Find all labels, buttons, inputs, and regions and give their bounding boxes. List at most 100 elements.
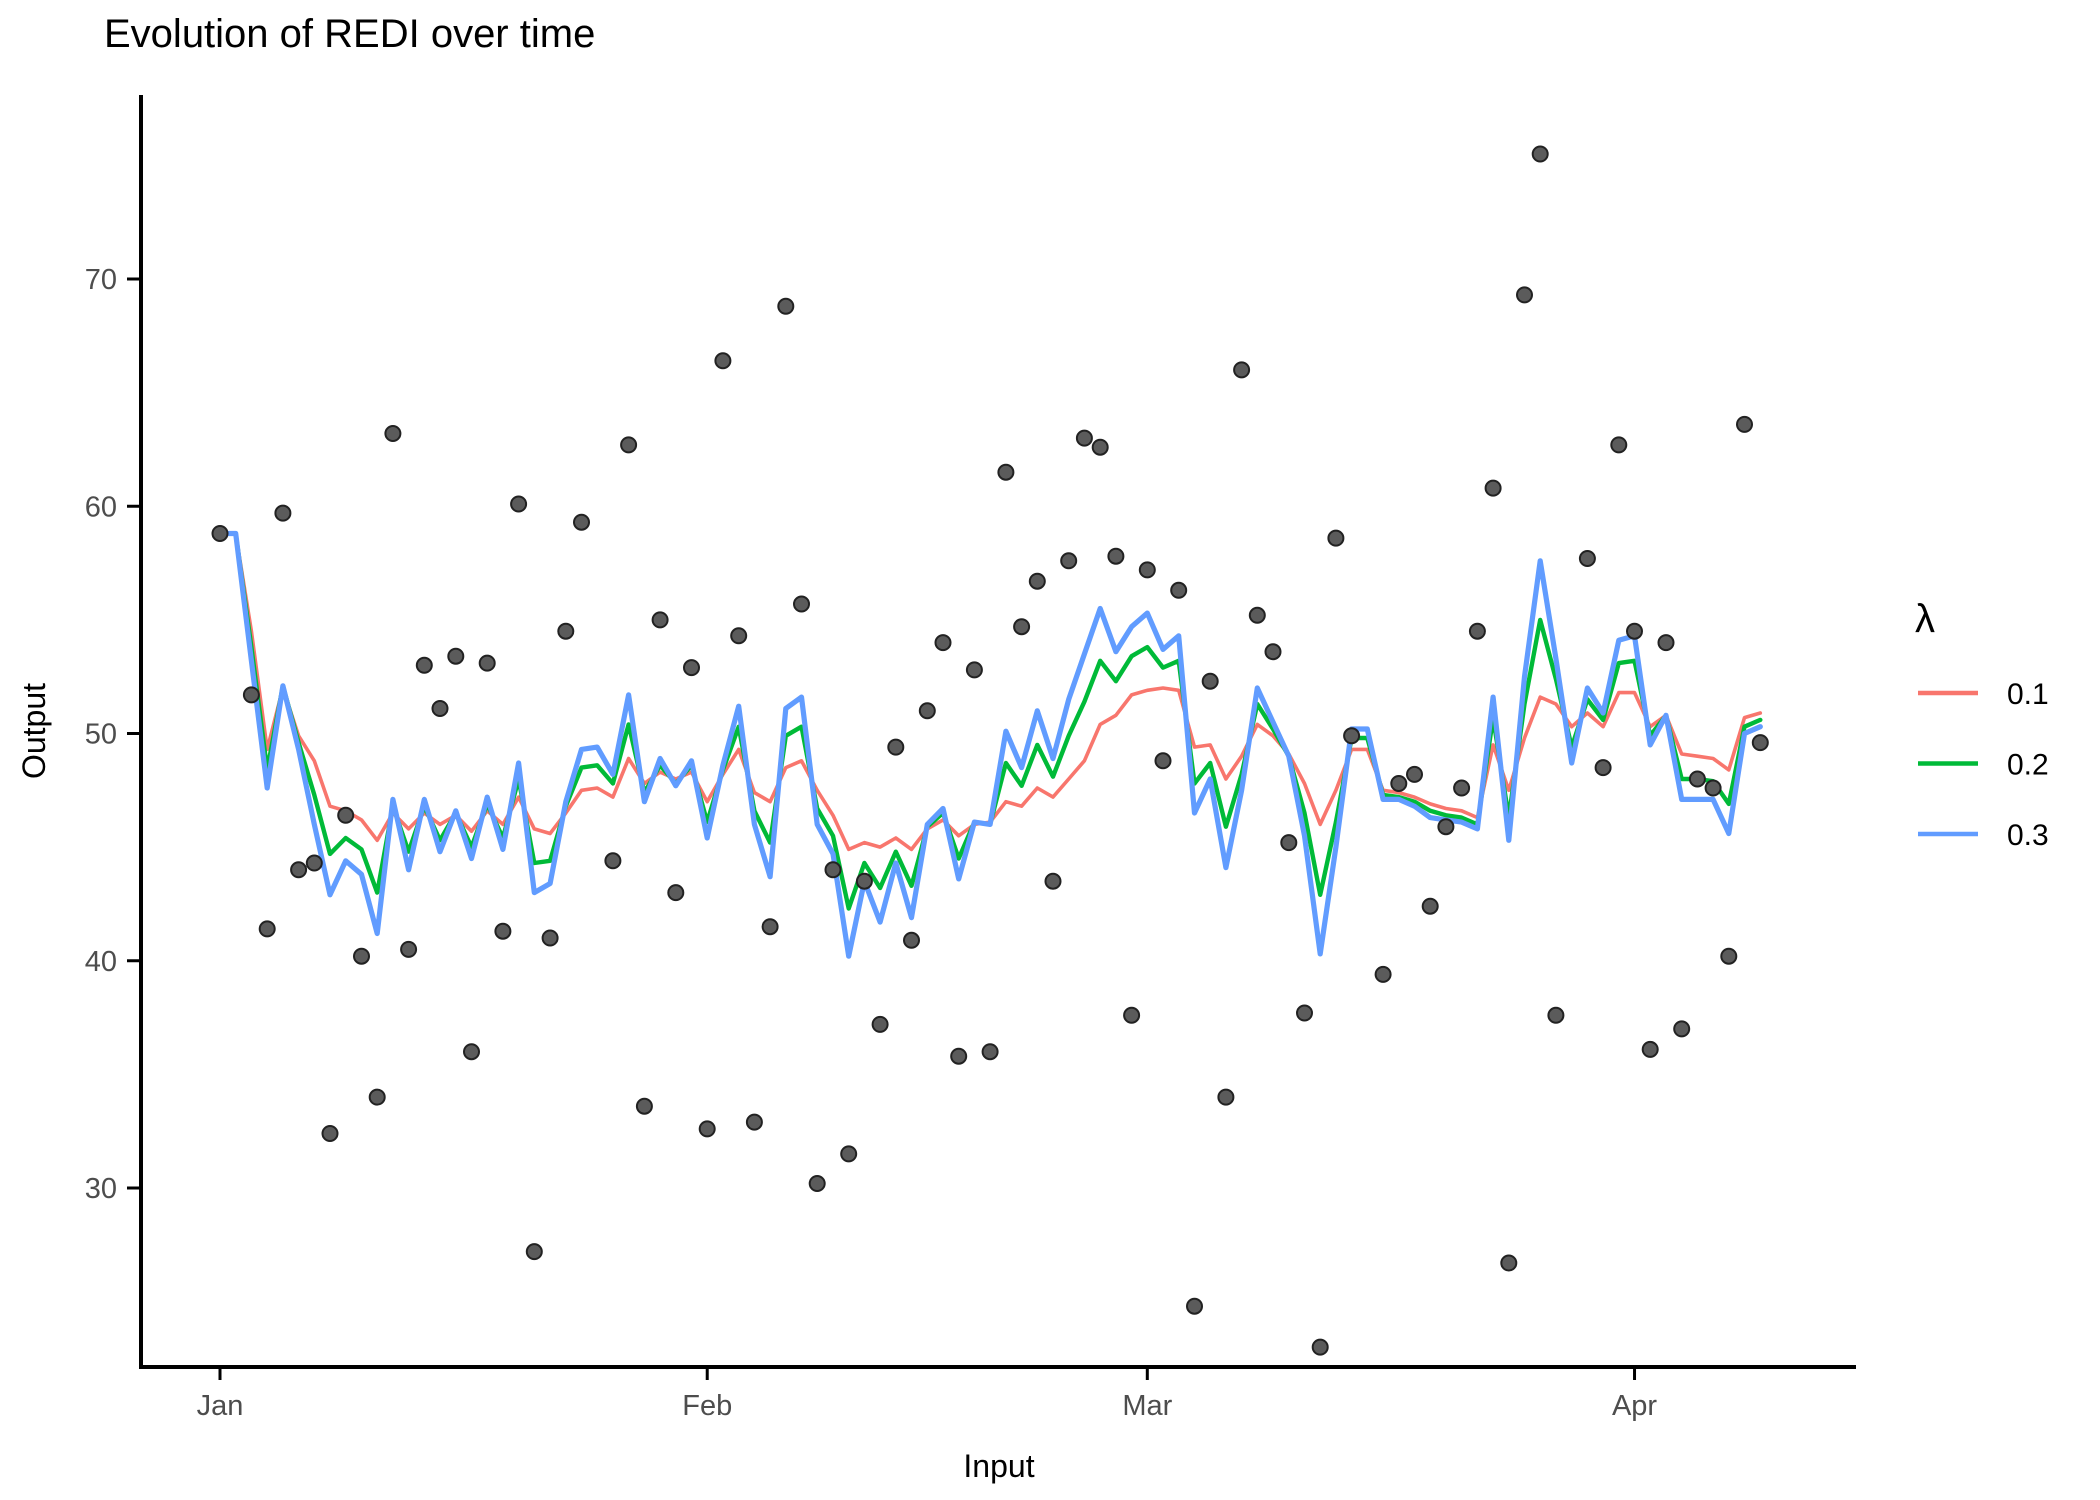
scatter-point [871,1015,889,1033]
y-tick-label: 70 [85,264,117,296]
scatter-point [1657,634,1675,652]
scatter-point [1736,415,1753,433]
scatter-point [305,854,323,872]
scatter-point [1123,1006,1141,1024]
scatter-point [667,884,685,902]
scatter-point [1343,727,1361,745]
scatter-point [478,654,496,672]
scatter-point [1720,947,1738,965]
scatter-point [415,656,433,674]
y-tick-label: 30 [85,1173,117,1205]
x-tick-label: Mar [1122,1390,1172,1422]
series-lines-layer [217,530,1763,959]
x-axis-title: Input [963,1448,1034,1484]
chart-title: Evolution of REDI over time [104,12,595,56]
scatter-point [510,495,528,513]
scatter-point [1641,1040,1659,1058]
scatter-point [463,1043,480,1061]
scatter-point [918,702,936,720]
legend-entry-label: 0.1 [2007,678,2049,711]
scatter-point [258,920,276,938]
scatter-point [1107,547,1125,565]
scatter-point [950,1047,968,1065]
scatter-point [525,1243,543,1261]
y-tick-label: 40 [85,946,117,978]
legend-entry-label: 0.3 [2007,819,2049,852]
x-tick-label: Feb [682,1390,732,1422]
scatter-point [321,1125,339,1142]
scatter-point [855,872,873,890]
scatter-point [541,929,559,947]
scatter-point [777,297,795,315]
x-tick-label: Apr [1612,1390,1657,1422]
scatter-point [1186,1297,1203,1315]
scatter-point [1437,818,1455,836]
scatter-point [290,861,308,879]
scatter-point [368,1088,386,1106]
scatter-point [1138,561,1156,579]
scatter-point [1233,361,1251,379]
x-tick-label: Jan [197,1390,244,1422]
scatter-point [620,436,638,454]
scatter-point [400,940,418,958]
scatter-point [1751,734,1769,752]
scatter-point [683,659,700,677]
axes-layer: Jan Feb Mar Apr 30 40 50 60 70 [85,95,1856,1422]
scatter-point [1531,145,1549,163]
scatter-point [793,595,810,613]
scatter-point [1028,572,1046,590]
scatter-point [1154,752,1172,770]
scatter-point [384,425,402,442]
scatter-point [1500,1254,1518,1272]
scatter-point [698,1120,716,1138]
scatter-point [1484,479,1502,497]
scatter-point [1704,779,1722,797]
scatter-point [274,504,292,522]
scatter-point [1264,643,1282,661]
scatter-point [1217,1088,1235,1106]
scatter-point [635,1097,653,1115]
scatter-point [651,611,669,629]
scatter-point [1626,622,1643,640]
scatter-point [1578,550,1596,567]
scatter-point [1594,759,1612,777]
scatter-point [604,852,622,870]
scatter-point [353,947,370,965]
y-axis-title: Output [16,683,52,779]
scatter-point [1075,429,1093,447]
scatter-point [1280,834,1298,852]
scatter-point [1688,770,1706,788]
scatter-point [1327,529,1345,547]
scatter-point [1044,872,1062,890]
scatter-point [840,1145,858,1163]
scatter-point [1547,1006,1565,1024]
scatter-point [965,661,983,679]
scatter-point [981,1043,999,1061]
scatter-point [1060,552,1078,570]
scatter-point [242,686,260,704]
scatter-point [1610,436,1628,454]
scatter-point [557,622,575,640]
scatter-point [494,922,512,940]
scatter-point [997,463,1015,481]
scatter-point [730,627,748,645]
scatter-point [1201,672,1219,690]
scatter-point [1673,1020,1691,1038]
scatter-point [1091,438,1109,456]
scatter-point [903,931,920,949]
legend-title: λ [1915,597,1935,641]
legend-entries: 0.1 0.2 0.3 [1918,678,2049,852]
scatter-point [761,918,779,936]
scatter-point [745,1113,763,1131]
scatter-point [714,352,732,370]
scatter-point [887,738,905,756]
scatter-point [211,525,229,542]
scatter-point [337,806,355,824]
scatter-point [1406,765,1423,783]
scatter-point [431,700,449,717]
scatter-point [573,513,590,531]
redi-line-lambda-0.3 [217,530,1763,959]
scatter-points-layer [211,145,1769,1356]
scatter-point [1516,286,1533,304]
